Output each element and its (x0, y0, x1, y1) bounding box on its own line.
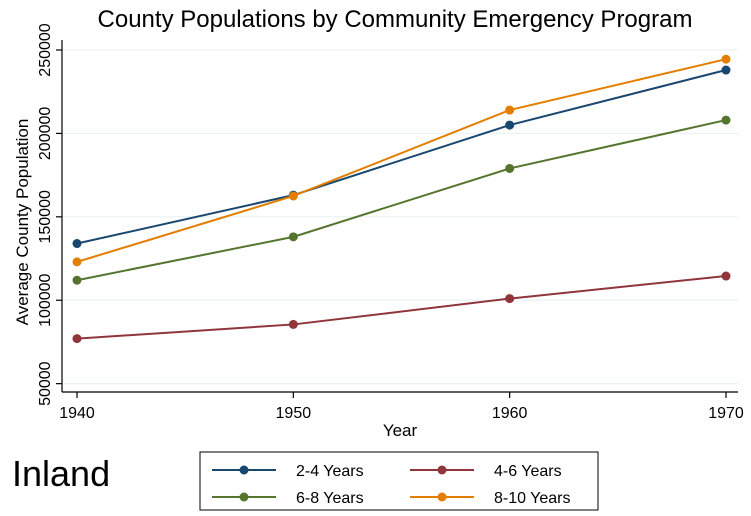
series-6-8-years (72, 115, 731, 285)
series-lines (72, 54, 731, 344)
legend-box (199, 451, 599, 511)
legend: 2-4 Years 4-6 Years 6-8 Years 8-10 Years (199, 451, 599, 511)
x-axis-title: Year (383, 421, 418, 440)
data-point (721, 54, 731, 64)
legend-label: 6-8 Years (296, 490, 364, 507)
panel-label: Inland (12, 453, 110, 494)
legend-swatch-marker (437, 465, 447, 475)
y-tick-label: 150000 (37, 190, 54, 243)
series-2-4-years (72, 65, 731, 249)
legend-swatch-marker (437, 492, 447, 502)
series-line (76, 119, 727, 282)
legend-item: 8-10 Years (410, 490, 571, 507)
data-point (721, 271, 731, 281)
y-tick-label: 250000 (37, 23, 54, 76)
data-point (72, 334, 82, 344)
legend-item: 6-8 Years (212, 490, 364, 507)
data-point (288, 191, 298, 201)
data-point (72, 257, 82, 267)
legend-item: 4-6 Years (410, 463, 562, 480)
data-point (505, 294, 515, 304)
y-ticks: 50000 100000 150000 200000 250000 (37, 23, 62, 406)
data-point (505, 163, 515, 173)
data-point (72, 239, 82, 249)
series-line (76, 69, 727, 245)
legend-item: 2-4 Years (212, 463, 364, 480)
y-axis-title: Average County Population (13, 119, 32, 326)
legend-entries: 2-4 Years 4-6 Years 6-8 Years 8-10 Years (212, 463, 571, 507)
legend-swatch-marker (239, 465, 249, 475)
x-tick-label: 1950 (276, 405, 312, 422)
y-tick-label: 100000 (37, 273, 54, 326)
axes (61, 40, 738, 393)
data-point (288, 232, 298, 242)
x-tick-label: 1960 (492, 405, 528, 422)
series-line (76, 275, 727, 340)
chart-title: County Populations by Community Emergenc… (98, 6, 693, 33)
y-tick-label: 200000 (37, 107, 54, 160)
data-point (505, 105, 515, 115)
legend-swatch-marker (239, 492, 249, 502)
legend-label: 8-10 Years (494, 490, 571, 507)
series-line (76, 58, 727, 263)
data-point (721, 65, 731, 75)
x-tick-label: 1940 (59, 405, 95, 422)
data-point (72, 275, 82, 285)
x-tick-label: 1970 (708, 405, 744, 422)
legend-label: 2-4 Years (296, 463, 364, 480)
series-8-10-years (72, 54, 731, 267)
grid-lines (62, 49, 738, 385)
y-tick-label: 50000 (37, 361, 54, 406)
data-point (505, 120, 515, 130)
x-ticks: 1940 1950 1960 1970 (59, 392, 744, 422)
data-point (721, 115, 731, 125)
series-4-6-years (72, 271, 731, 344)
data-point (288, 319, 298, 329)
legend-label: 4-6 Years (494, 463, 562, 480)
